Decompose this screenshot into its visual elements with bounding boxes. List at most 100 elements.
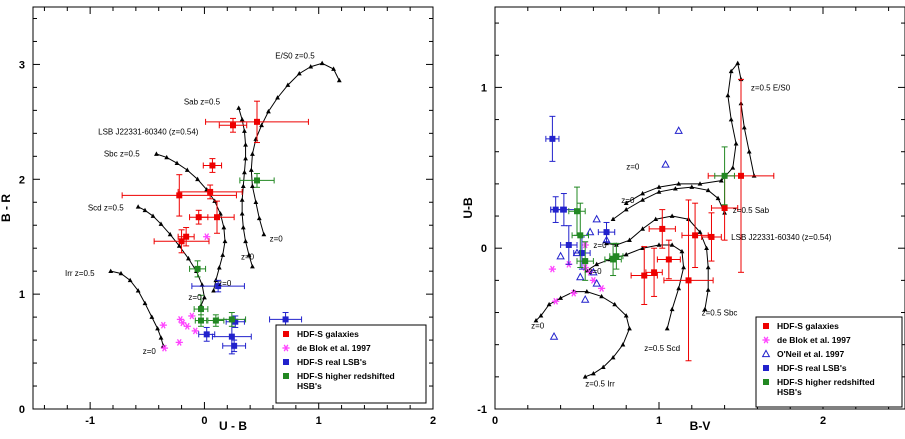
track-point — [715, 195, 721, 201]
data-point — [178, 238, 185, 245]
data-point — [175, 338, 183, 346]
data-point-stroke — [571, 289, 577, 297]
track-point — [681, 264, 686, 270]
y-tick-label: 2 — [19, 174, 25, 186]
data-point — [674, 126, 683, 134]
data-point — [721, 205, 728, 211]
track-point — [242, 128, 247, 133]
data-point — [659, 225, 666, 232]
data-point — [586, 268, 594, 276]
data-point — [179, 319, 187, 327]
data-point — [231, 342, 238, 349]
track-point — [240, 224, 246, 230]
track-point — [538, 313, 544, 318]
track-point — [243, 142, 248, 147]
annotation-label: z=0 — [626, 162, 640, 171]
track-point — [186, 255, 191, 261]
track-point — [261, 231, 267, 237]
track-point — [142, 207, 148, 213]
track-point — [746, 149, 752, 154]
track-point — [167, 231, 173, 237]
annotation-label: Sab z=0.5 — [184, 98, 221, 107]
track-point — [285, 82, 291, 87]
series-3 — [191, 279, 303, 355]
track-point — [623, 200, 629, 205]
track-point — [640, 190, 645, 196]
track-point — [610, 216, 616, 222]
track-point — [253, 136, 259, 141]
annotation-label: z=0.5 E/S0 — [751, 84, 791, 93]
annotation-label: z=0.5 Sab — [733, 206, 770, 215]
annotation-label: z=0 — [593, 241, 607, 250]
data-point — [282, 316, 289, 323]
track-1 — [623, 60, 757, 205]
data-point — [721, 172, 728, 179]
track-point — [256, 215, 262, 221]
data-point — [708, 233, 715, 240]
track-point — [640, 197, 645, 202]
data-point — [552, 297, 560, 305]
data-point-stroke — [553, 297, 559, 305]
track-point — [546, 301, 552, 307]
track-line — [625, 62, 755, 204]
track-line — [137, 206, 205, 306]
track-point — [584, 289, 590, 294]
data-point — [203, 233, 211, 241]
track-point — [704, 245, 709, 250]
legend-label: de Blok et al. 1997 — [777, 335, 851, 345]
track-point — [222, 238, 228, 244]
annotation-label: z=0 — [531, 322, 545, 331]
legend-label: HDF-S real LSB's — [297, 357, 367, 367]
chart-panel-1: -1 0 1 2 0 1 2 3 U - B B - R E/S0 z=0.5 Sab z=0.5 LS… — [0, 6, 436, 433]
x-tick-label: -1 — [85, 415, 95, 427]
annotation-label: z=0.5 Irr — [585, 379, 615, 388]
track-point — [118, 270, 124, 276]
track-point — [158, 221, 164, 226]
legend-marker — [282, 344, 290, 352]
data-point — [549, 332, 559, 340]
legend-box — [275, 324, 427, 404]
track-point — [239, 116, 245, 122]
data-point — [585, 227, 595, 236]
data-point-stroke — [176, 338, 182, 346]
track-5 — [533, 289, 632, 379]
track-line — [586, 244, 685, 329]
data-point — [215, 283, 222, 290]
data-point-stroke — [189, 312, 195, 320]
track-point — [308, 64, 314, 69]
track-point — [656, 242, 662, 247]
data-point — [549, 135, 556, 142]
track-point — [705, 264, 711, 270]
data-point-stroke — [204, 233, 210, 241]
track-point — [623, 207, 629, 212]
x-tick-label: 2 — [820, 415, 826, 427]
y-tick-label: 0 — [19, 404, 25, 416]
track-point — [158, 335, 164, 340]
track-point — [135, 288, 141, 293]
data-point-stroke — [178, 315, 183, 323]
track-point — [135, 204, 141, 209]
series-5 — [568, 146, 735, 281]
y-tick-label: 0 — [481, 243, 487, 255]
track-point — [154, 151, 159, 156]
x-tick-label: 1 — [316, 415, 322, 427]
legend-marker — [762, 336, 770, 344]
data-point — [194, 265, 201, 272]
series-1 — [630, 78, 775, 362]
data-point — [230, 122, 236, 129]
track-point — [243, 238, 248, 244]
track-point — [679, 248, 685, 254]
track-point — [705, 187, 711, 193]
track-5 — [108, 268, 166, 348]
legend-label: HDF-S real LSB's — [777, 363, 847, 373]
data-point — [560, 206, 567, 213]
annotation-label: z=0 — [188, 293, 202, 302]
track-point — [697, 229, 703, 234]
data-point — [228, 333, 235, 340]
track-point — [610, 354, 616, 360]
track-point — [697, 181, 703, 186]
annotation-label: Irr z=0.5 — [65, 269, 95, 278]
annotation-label: z=0.5 Scd — [644, 344, 680, 353]
chart-panel-2: 0 1 2 -1 0 1 B-V U-B z=0.5 E/S0 z=0 z=0 z=0.5 Sab z=… — [461, 6, 905, 433]
track-point — [728, 68, 734, 74]
